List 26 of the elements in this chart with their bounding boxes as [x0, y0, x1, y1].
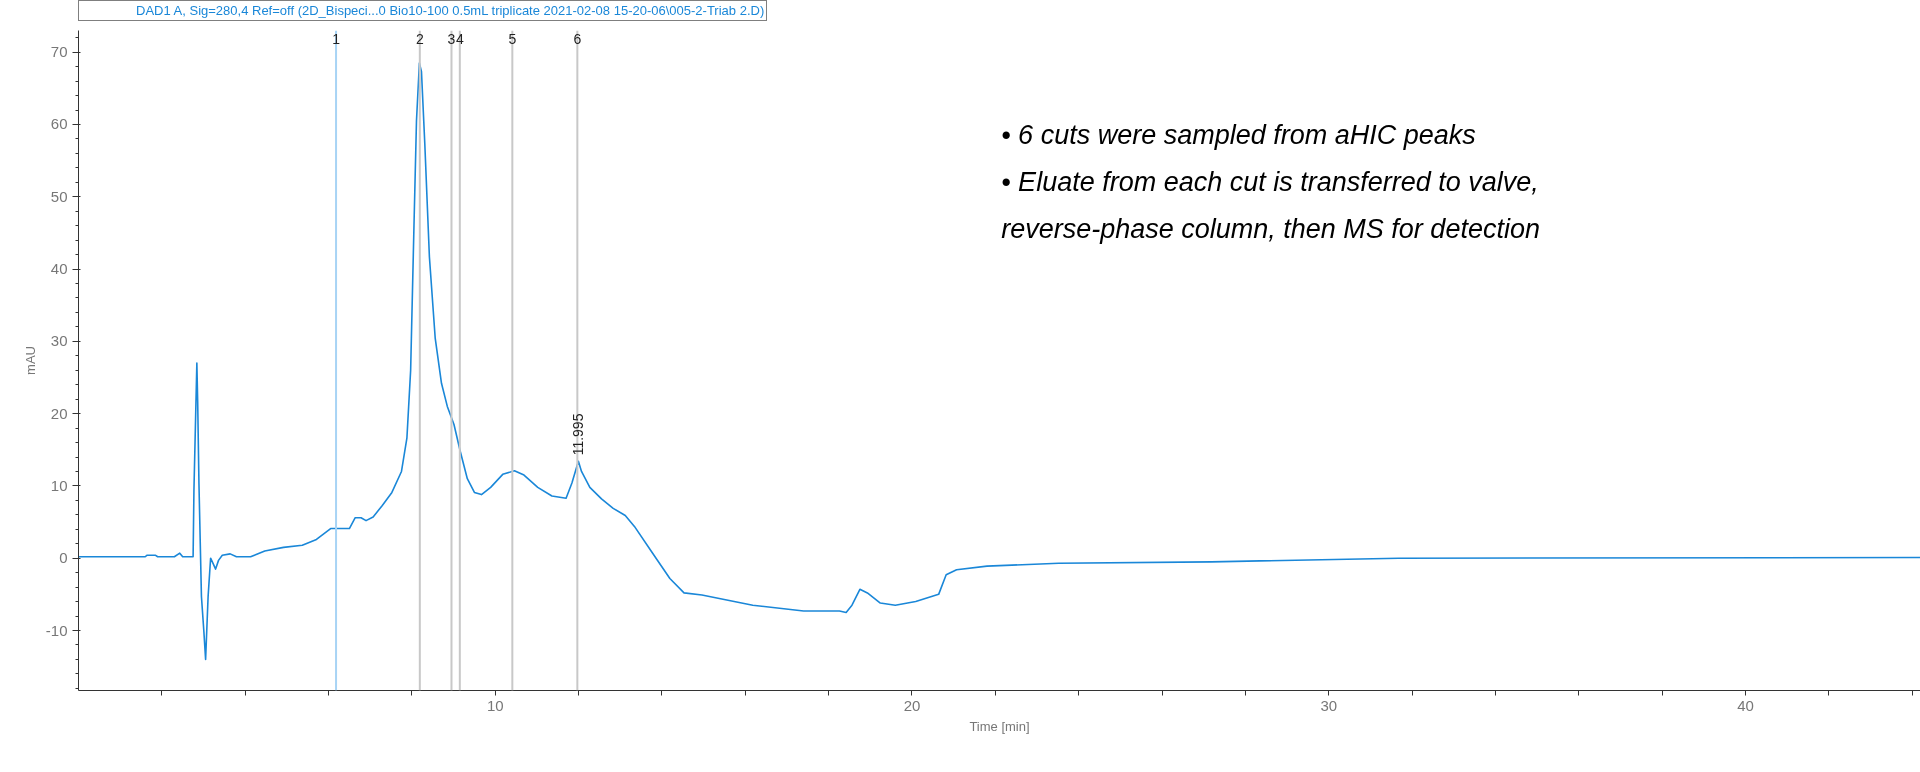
x-tick-label: 10 — [486, 696, 504, 714]
x-tick-label: 30 — [1320, 696, 1338, 714]
annotation: 1 — [332, 30, 341, 47]
y-tick-label: 20 — [50, 404, 68, 422]
x-axis-title: Time [min] — [969, 718, 1030, 734]
y-tick-label: 50 — [50, 187, 68, 205]
y-tick-label: 0 — [59, 549, 68, 567]
annotation: 5 — [508, 30, 517, 47]
annotation: 4 — [455, 30, 464, 47]
annotation: 3 — [447, 30, 456, 47]
text: DAD1 A, Sig=280,4 Ref=off (2D_Bispeci...0 Bio10-100 0.5mL triplicate 2021-02-08 15-20-06\005-2-Triab 2.D) — [136, 3, 765, 18]
y-tick-label: 70 — [50, 43, 68, 61]
line-series — [78, 62, 1920, 661]
x-tick-label: 40 — [1737, 696, 1754, 714]
y-tick-label: -10 — [45, 621, 68, 639]
annotation: 11.995 — [570, 413, 587, 456]
y-tick-label: 40 — [50, 260, 68, 278]
y-axis-title: mAU — [22, 346, 38, 375]
annotation: • 6 cuts were sampled from aHIC peaks — [1001, 119, 1476, 150]
y-tick-label: 10 — [50, 476, 68, 494]
annotation: 2 — [415, 30, 424, 47]
y-tick-label: 60 — [50, 115, 68, 133]
y-tick-label: 30 — [50, 332, 68, 350]
annotation: 6 — [573, 30, 582, 47]
x-tick-label: 20 — [903, 696, 921, 714]
annotation: • Eluate from each cut is transferred to valve, reverse-phase column, then MS for detection — [1001, 166, 1540, 244]
